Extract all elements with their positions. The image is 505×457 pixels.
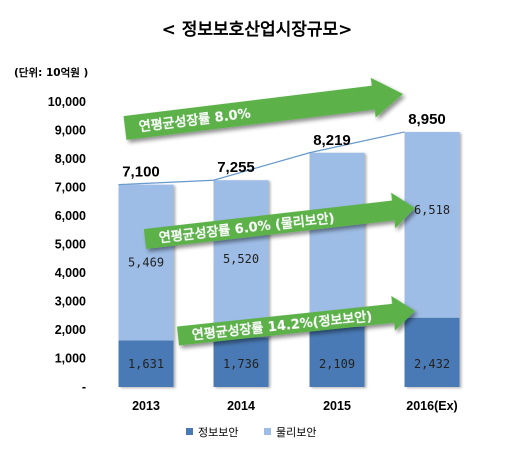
- unit-label: (단위: 10억원 ): [14, 66, 88, 79]
- data-label-info-security: 2,109: [319, 357, 355, 371]
- y-tick-label: -: [82, 380, 86, 394]
- y-tick-label: 6,000: [55, 209, 86, 223]
- data-label-physical-security: 5,520: [223, 252, 259, 266]
- growth-arrow-shape: [143, 192, 416, 249]
- y-axis: - 1,000 2,000 3,000 4,000 5,000 6,000 7,000 8,00…: [48, 95, 86, 394]
- data-label-physical-security: 6,518: [414, 203, 450, 217]
- x-tick-label: 2013: [132, 399, 160, 413]
- growth-arrow-shape: [123, 77, 403, 140]
- bar-group: [213, 180, 269, 387]
- bar-segment-physical-security: [309, 152, 365, 327]
- data-label-info-security: 1,736: [223, 357, 259, 371]
- total-label: 8,219: [313, 132, 351, 149]
- total-label: 8,950: [408, 111, 446, 128]
- x-tick-label: 2014: [227, 399, 255, 413]
- legend: 정보보안 물리보안: [186, 426, 316, 439]
- bar-segment-physical-security: [404, 131, 460, 318]
- bar-group: [404, 131, 460, 387]
- total-trend-line: [118, 131, 405, 186]
- bar-segment-physical-security: [213, 180, 269, 338]
- legend-swatch: [264, 428, 271, 435]
- bar-segment-info-security: [309, 326, 365, 387]
- chart-title: < 정보보호산업시장규모>: [162, 20, 353, 40]
- bar-segment-physical-security: [118, 184, 174, 341]
- x-tick-label: 2016(Ex): [406, 399, 457, 413]
- y-tick-label: 7,000: [55, 181, 86, 195]
- x-tick-label: 2015: [323, 399, 351, 413]
- growth-arrow: 연평균성장률 6.0% (물리보안): [143, 192, 416, 249]
- data-label-physical-security: 5,469: [128, 256, 164, 270]
- total-line: 7,100 7,255 8,219 8,950: [118, 111, 446, 186]
- bar-group: [309, 152, 365, 387]
- y-tick-label: 3,000: [55, 295, 86, 309]
- y-tick-label: 5,000: [55, 238, 86, 252]
- y-tick-label: 9,000: [55, 124, 86, 138]
- legend-label: 물리보안: [276, 426, 316, 439]
- y-tick-label: 4,000: [55, 266, 86, 280]
- bar-segment-info-security: [213, 337, 269, 387]
- growth-arrow-shape: [177, 295, 416, 346]
- growth-arrow: 연평균성장률 14.2%(정보보안): [177, 295, 416, 346]
- y-tick-label: 1,000: [55, 352, 86, 366]
- y-tick-label: 2,000: [55, 323, 86, 337]
- growth-arrow: 연평균성장률 8.0%: [123, 77, 403, 140]
- total-label: 7,100: [122, 164, 160, 181]
- x-axis: 2013 2014 2015 2016(Ex): [132, 399, 458, 413]
- total-label: 7,255: [217, 159, 255, 176]
- y-tick-label: 8,000: [55, 152, 86, 166]
- bar-group: [118, 184, 174, 387]
- data-label-info-security: 1,631: [128, 357, 164, 371]
- legend-label: 정보보안: [198, 426, 238, 439]
- bar-segment-info-security: [404, 317, 460, 387]
- bar-segment-info-security: [118, 340, 174, 387]
- data-label-info-security: 2,432: [414, 357, 450, 371]
- y-tick-label: 10,000: [48, 95, 86, 109]
- legend-swatch: [186, 428, 193, 435]
